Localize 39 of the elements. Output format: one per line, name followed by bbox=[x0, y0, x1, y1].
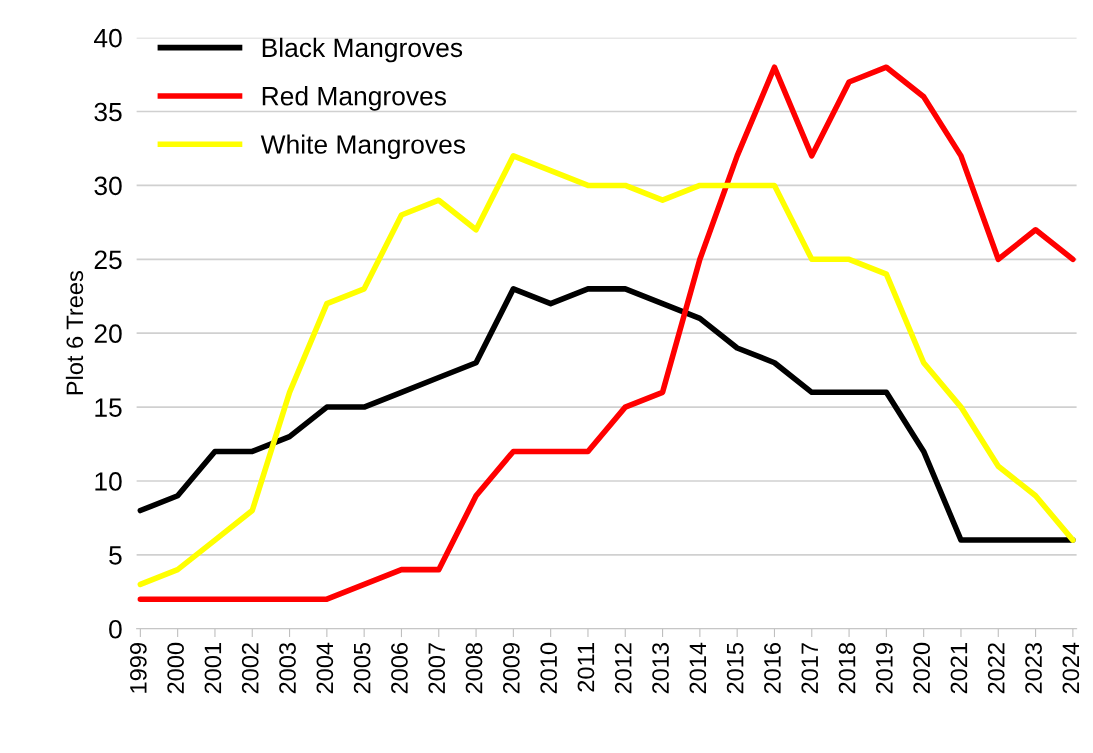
y-tick-label: 5 bbox=[109, 546, 122, 565]
x-tick-label: 2004 bbox=[316, 642, 334, 694]
y-tick-label: 35 bbox=[94, 102, 122, 122]
x-tick-label: 2007 bbox=[428, 643, 446, 694]
y-tick-label: 0 bbox=[109, 619, 122, 639]
x-tick-label: 2019 bbox=[875, 643, 893, 694]
x-tick-label: 2022 bbox=[987, 643, 1005, 694]
x-tick-label: 2017 bbox=[801, 643, 819, 694]
x-tick-label: 2024 bbox=[1062, 642, 1080, 694]
x-tick-label: 2001 bbox=[204, 643, 222, 694]
x-tick-label: 2003 bbox=[279, 642, 296, 694]
legend-label: Black Mangroves bbox=[262, 37, 463, 63]
x-tick-label: 2016 bbox=[764, 642, 781, 694]
y-tick-label: 25 bbox=[94, 250, 122, 270]
x-tick-label: 2014 bbox=[689, 642, 707, 694]
x-tick-label: 2000 bbox=[167, 642, 184, 694]
x-tick-label: 2012 bbox=[614, 643, 632, 694]
y-tick-label: 20 bbox=[94, 324, 122, 344]
x-tick-label: 2018 bbox=[838, 642, 856, 694]
x-tick-label: 2023 bbox=[1025, 642, 1042, 694]
legend-label: Red Mangroves bbox=[262, 86, 446, 111]
legend-label: White Mangroves bbox=[260, 134, 466, 160]
x-tick-label: 2002 bbox=[241, 643, 259, 694]
x-tick-label: 2015 bbox=[726, 642, 744, 694]
x-tick-label: 1999 bbox=[129, 643, 147, 693]
x-tick-label: 2010 bbox=[540, 642, 557, 694]
y-tick-label: 10 bbox=[95, 472, 122, 491]
x-tick-label: 2021 bbox=[950, 643, 968, 694]
x-tick-label: 2006 bbox=[391, 642, 408, 694]
x-tick-label: 2013 bbox=[652, 642, 669, 694]
x-tick-label: 2009 bbox=[502, 643, 520, 694]
x-tick-label: 2005 bbox=[353, 642, 371, 694]
y-tick-label: 30 bbox=[94, 176, 122, 196]
y-tick-label: 15 bbox=[95, 398, 122, 417]
x-tick-label: 2020 bbox=[913, 642, 931, 694]
x-tick-label: 2008 bbox=[465, 642, 483, 694]
y-axis-title: Plot 6 Trees bbox=[65, 271, 84, 395]
y-tick-label: 40 bbox=[93, 28, 122, 48]
x-tick-label: 2011 bbox=[577, 643, 595, 692]
